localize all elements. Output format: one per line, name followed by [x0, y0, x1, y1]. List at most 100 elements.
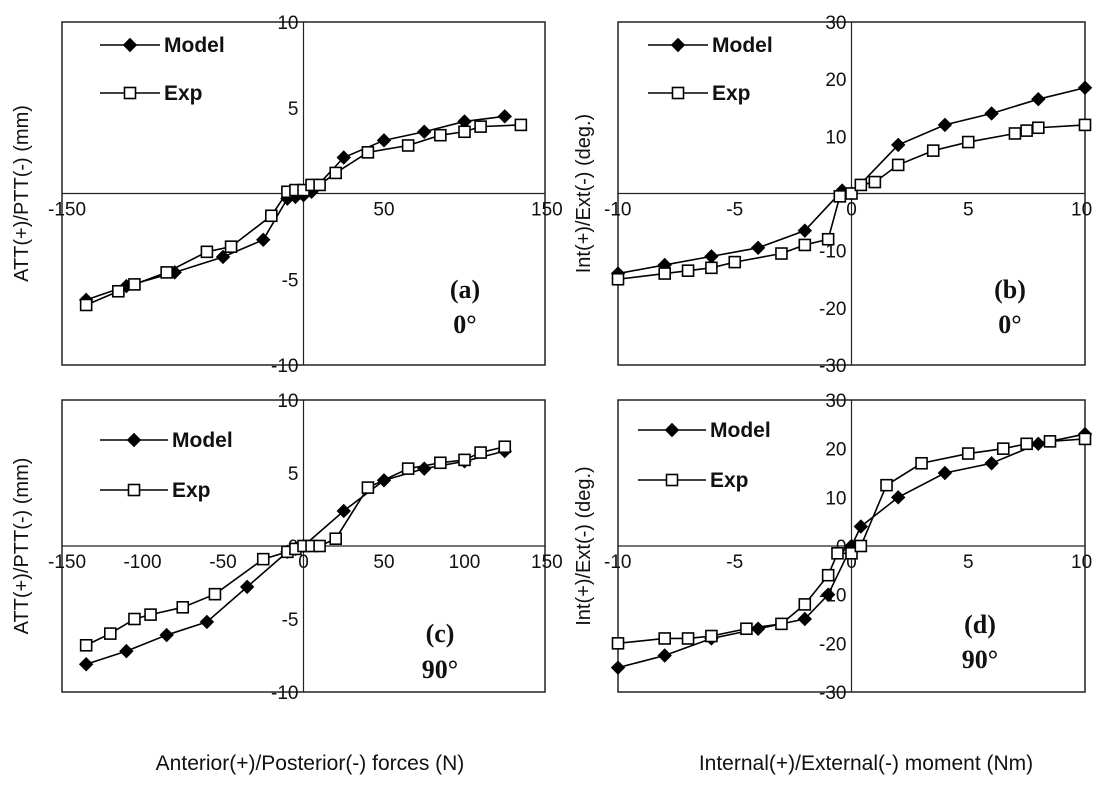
data-point-model	[1077, 80, 1093, 95]
panel-annotation: (c)	[426, 619, 455, 648]
data-point-exp	[740, 622, 753, 636]
data-point-exp	[926, 144, 940, 157]
data-point-exp	[329, 166, 343, 180]
data-point-exp	[854, 539, 868, 553]
data-point-exp	[458, 453, 471, 467]
y-tick-label: -20	[819, 634, 846, 655]
data-point-model	[215, 249, 231, 265]
data-point-exp	[200, 245, 214, 259]
x-tick-label: 10	[1071, 200, 1092, 221]
legend-label-exp: Exp	[712, 82, 751, 105]
data-point-exp	[474, 446, 487, 459]
x-tick-label: -5	[726, 552, 743, 573]
data-point-exp	[401, 139, 415, 152]
y-tick-label: -5	[282, 270, 299, 291]
legend-marker-exp	[671, 86, 685, 100]
flexion-angle-label: 0°	[453, 310, 476, 339]
data-point-exp	[160, 266, 173, 279]
data-point-model	[984, 106, 999, 121]
data-point-exp	[128, 612, 141, 626]
x-axis-label-right: Internal(+)/External(-) moment (Nm)	[699, 752, 1033, 775]
legend-label-model: Model	[712, 34, 773, 57]
data-point-model	[820, 587, 836, 602]
data-point-exp	[915, 456, 928, 470]
data-point-model	[853, 519, 869, 534]
x-tick-label: -5	[726, 200, 743, 221]
y-tick-label: -10	[271, 356, 298, 377]
x-tick-label: -10	[604, 200, 631, 221]
data-point-exp	[1078, 118, 1092, 132]
legend-marker-model	[122, 37, 138, 53]
x-tick-label: 0	[298, 552, 309, 573]
x-tick-label: -100	[123, 552, 161, 573]
data-point-exp	[658, 632, 672, 645]
x-tick-label: 0	[846, 200, 857, 221]
data-point-exp	[775, 617, 788, 631]
legend-marker-model	[126, 432, 142, 448]
data-point-model	[797, 611, 813, 627]
data-point-model	[336, 150, 351, 165]
data-point-model	[610, 660, 626, 675]
data-point-exp	[1043, 435, 1057, 448]
data-point-exp	[79, 298, 93, 312]
x-tick-label: 50	[373, 200, 394, 221]
data-point-model	[497, 109, 512, 124]
legend-marker-exp	[665, 473, 679, 487]
data-point-model	[78, 657, 94, 672]
data-point-exp	[891, 158, 905, 172]
x-tick-label: 0	[846, 552, 857, 573]
legend-marker-exp	[123, 86, 137, 100]
legend-label-exp: Exp	[172, 479, 211, 502]
data-point-model	[239, 579, 255, 595]
legend-label-exp: Exp	[164, 82, 203, 105]
data-point-exp	[401, 462, 415, 475]
x-tick-label: 5	[963, 200, 974, 221]
data-point-exp	[208, 587, 222, 601]
data-point-exp	[831, 546, 844, 560]
y-tick-label: 5	[288, 464, 299, 485]
y-tick-label: 5	[288, 99, 299, 120]
data-point-model	[1031, 91, 1046, 107]
panel-annotation: (b)	[994, 275, 1026, 304]
y-tick-label: 10	[825, 488, 846, 509]
x-tick-label: -150	[48, 200, 86, 221]
y-axis-label: Int(+)/Ext(-) (deg.)	[573, 114, 595, 273]
data-point-exp	[854, 178, 868, 192]
data-point-model	[937, 465, 953, 481]
data-point-model	[797, 223, 813, 238]
y-axis-label: ATT(+)/PTT(-) (mm)	[11, 458, 33, 635]
data-point-model	[750, 621, 766, 636]
data-point-exp	[821, 232, 835, 246]
y-tick-label: -20	[819, 299, 846, 320]
data-point-exp	[845, 187, 858, 200]
data-point-exp	[104, 627, 117, 640]
data-point-exp	[128, 278, 141, 291]
x-tick-label: 10	[1071, 552, 1092, 573]
data-point-exp	[79, 638, 93, 652]
y-axis-label: Int(+)/Ext(-) (deg.)	[573, 466, 595, 625]
x-axis-label-left: Anterior(+)/Posterior(-) forces (N)	[156, 752, 465, 775]
y-tick-label: 20	[825, 440, 846, 461]
y-tick-label: -10	[271, 683, 298, 704]
data-point-exp	[728, 255, 742, 269]
data-point-exp	[833, 190, 847, 203]
y-tick-label: 20	[825, 70, 846, 91]
data-point-exp	[681, 632, 695, 645]
y-tick-label: 30	[825, 391, 846, 412]
legend-marker-model	[670, 37, 686, 53]
y-tick-label: -30	[819, 683, 846, 704]
data-point-exp	[845, 546, 858, 560]
data-point-exp	[996, 442, 1010, 455]
data-point-exp	[224, 240, 238, 253]
legend-label-model: Model	[710, 419, 771, 442]
data-point-exp	[514, 118, 528, 132]
data-point-exp	[961, 135, 975, 149]
data-point-exp	[775, 247, 788, 260]
data-point-exp	[1078, 432, 1092, 446]
data-point-exp	[821, 568, 835, 582]
legend-label-exp: Exp	[710, 469, 749, 492]
